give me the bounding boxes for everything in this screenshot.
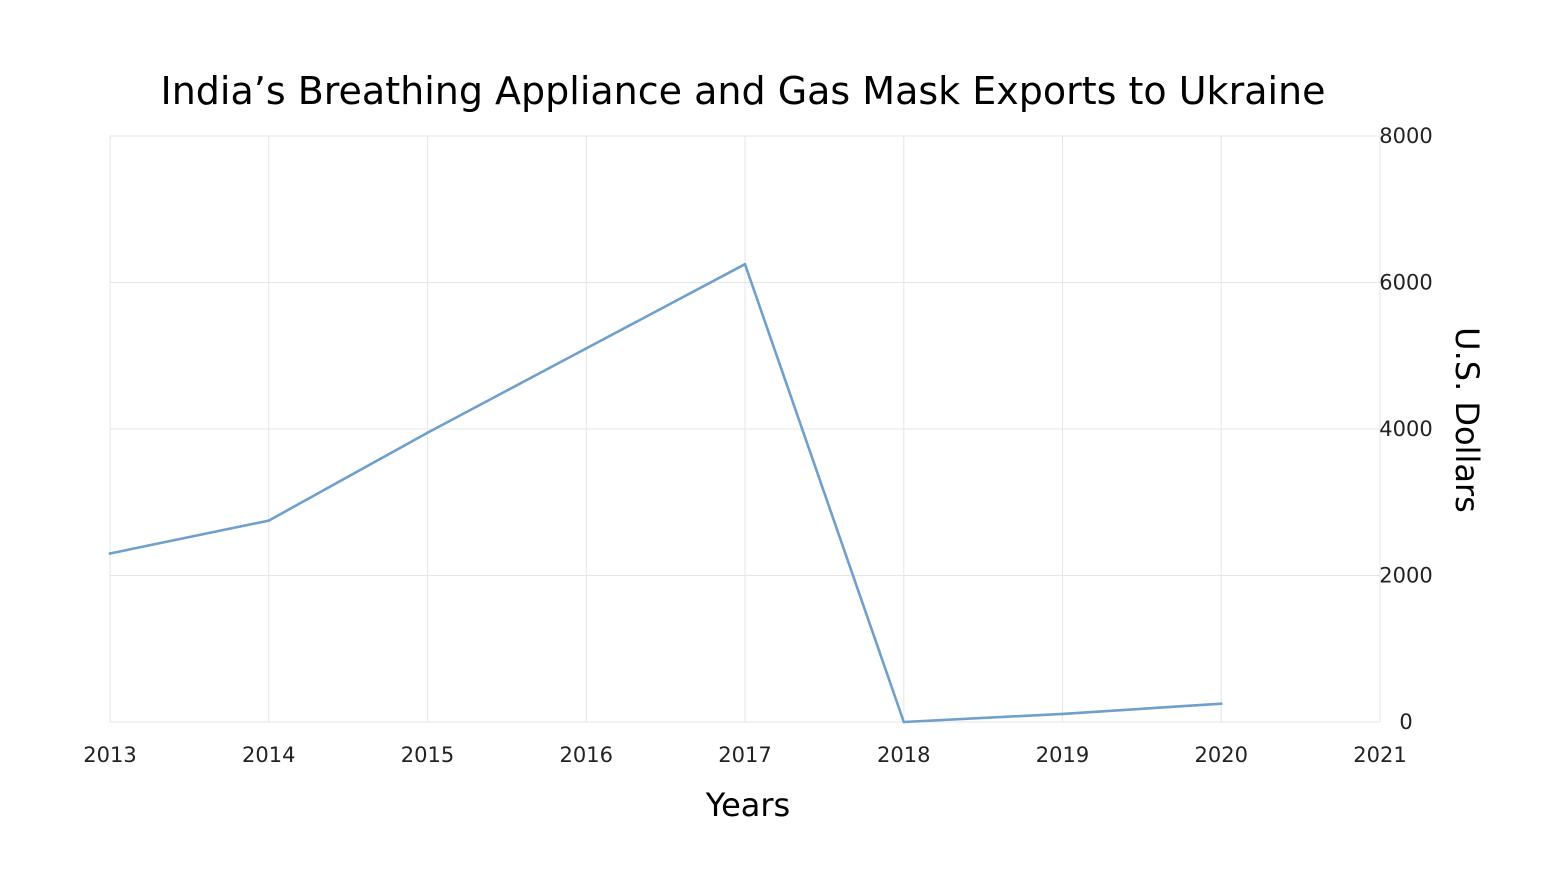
data-point — [584, 347, 588, 350]
x-tick-label: 2021 — [1353, 743, 1406, 767]
y-tick-label: 2000 — [1379, 564, 1432, 588]
series-line-0 — [108, 262, 1223, 724]
data-point — [108, 552, 112, 555]
series-layer — [108, 262, 1223, 724]
y-axis-ticks: 0 2000 4000 6000 8000 — [1379, 124, 1432, 734]
x-tick-label: 2019 — [1036, 743, 1089, 767]
x-axis-title: Years — [705, 786, 790, 824]
x-tick-label: 2017 — [718, 743, 771, 767]
y-axis-title: U.S. Dollars — [1448, 327, 1486, 513]
x-tick-label: 2014 — [242, 743, 295, 767]
data-point — [902, 720, 906, 724]
x-tick-label: 2020 — [1195, 743, 1248, 767]
y-tick-label: 6000 — [1379, 271, 1432, 295]
y-tick-label: 4000 — [1379, 417, 1432, 441]
x-tick-label: 2015 — [401, 743, 454, 767]
chart-title: India’s Breathing Appliance and Gas Mask… — [160, 69, 1325, 113]
data-point — [1219, 702, 1223, 705]
x-axis-ticks: 2013 2014 2015 2016 2017 2018 2019 2020 2021 — [83, 743, 1406, 767]
x-tick-label: 2013 — [83, 743, 136, 767]
data-point — [426, 431, 429, 434]
grid — [109, 135, 1381, 723]
data-point — [267, 519, 271, 522]
data-point — [1061, 712, 1064, 716]
x-tick-label: 2016 — [560, 743, 613, 767]
x-tick-label: 2018 — [877, 743, 930, 767]
data-point — [743, 262, 747, 266]
y-tick-label: 0 — [1399, 710, 1412, 734]
y-tick-label: 8000 — [1379, 124, 1432, 148]
